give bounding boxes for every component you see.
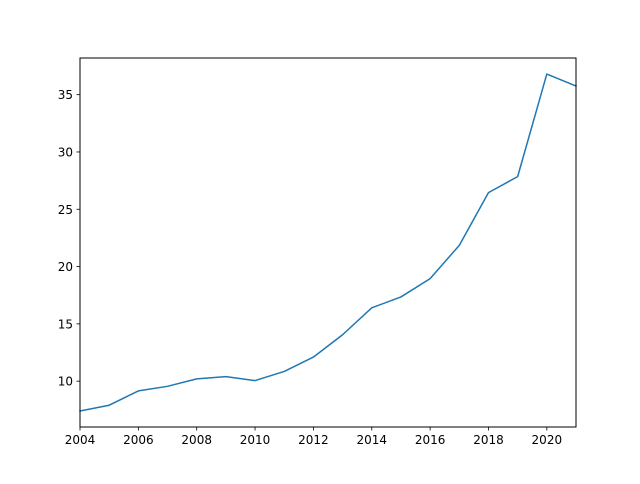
y-tick-label: 15	[58, 317, 73, 331]
x-tick-label: 2018	[473, 433, 504, 447]
y-tick-label: 20	[58, 260, 73, 274]
plot-area	[79, 73, 577, 412]
x-tick-label: 2014	[356, 433, 387, 447]
series-line	[79, 73, 577, 412]
y-tick-label: 30	[58, 145, 73, 159]
axes-frame	[79, 57, 577, 428]
x-axis: 2004 2006 2008 2010 2012 2014 2016 2018 2020	[65, 427, 562, 447]
x-tick-label: 2020	[532, 433, 563, 447]
y-tick-label: 25	[58, 203, 73, 217]
y-tick-label: 10	[58, 375, 73, 389]
x-tick-label: 2010	[240, 433, 271, 447]
x-tick-label: 2016	[415, 433, 446, 447]
x-tick-label: 2008	[181, 433, 212, 447]
x-tick-label: 2012	[298, 433, 329, 447]
x-tick-label: 2006	[123, 433, 154, 447]
x-tick-label: 2004	[65, 433, 96, 447]
y-tick-label: 35	[58, 88, 73, 102]
y-axis: 10 15 20 25 30 35	[58, 88, 80, 389]
